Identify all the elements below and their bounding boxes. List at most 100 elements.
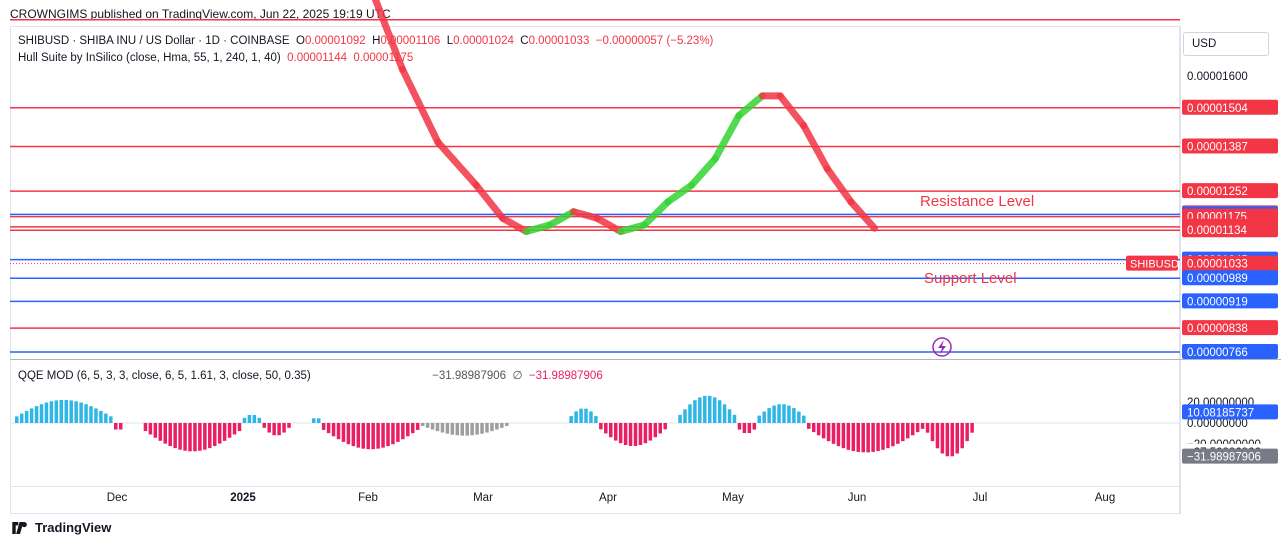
lightning-bolt-icon [938,340,946,354]
qqe-bar-14-2 [935,423,940,449]
qqe-bar-0-17 [99,410,103,423]
qqe-badge-label-2: −31.98987906 [1187,452,1261,464]
hull-segment-12 [688,155,719,189]
qqe-bar-14-5 [950,423,955,457]
qqe-bar-2-6 [173,423,177,449]
hull-value-2: 0.00001175 [353,52,414,64]
time-label-0: Dec [107,492,128,504]
currency-selector[interactable]: USD [1183,32,1269,56]
time-label-8: Aug [1095,492,1115,504]
open-value: 0.00001092 [304,35,366,47]
change-value: −0.00000057 (−5.23%) [595,35,714,47]
qqe-bar-10-10 [727,409,732,423]
price-badge-10 [1182,270,1278,286]
qqe-bar-2-19 [237,423,242,432]
qqe-bar-6-13 [386,423,390,447]
qqe-bar-1-1 [118,423,123,430]
qqe-bar-9-2 [609,423,613,438]
qqe-bar-5-1 [316,418,321,423]
qqe-bar-13-21 [910,423,915,436]
hull-segment-7 [570,208,601,222]
qqe-bar-13-2 [816,423,821,436]
pane-separator[interactable] [10,359,1281,360]
qqe-badge-2 [1182,448,1278,464]
hull-title: Hull Suite by InSilico (close, Hma, 55, … [18,52,281,64]
hull-segment-6 [546,208,578,229]
qqe-bar-0-5 [39,404,44,423]
tradingview-logo: TradingView [10,520,111,535]
qqe-bar-11-2 [747,423,752,434]
qqe-bar-13-22 [915,423,920,433]
qqe-bar-2-1 [148,423,153,435]
support-annotation: Support Level [924,270,1017,287]
qqe-bar-2-18 [232,423,237,435]
lightning-icon [932,337,952,357]
qqe-bar-11-3 [752,423,757,430]
qqe-bar-2-15 [217,423,222,444]
qqe-bar-4-2 [272,423,276,436]
qqe-bar-1-0 [114,423,118,430]
qqe-bar-6-5 [346,423,351,445]
qqe-bar-7-4 [440,423,445,433]
publish-header: CROWNGIMS published on TradingView.com, … [10,7,391,21]
qqe-bar-11-1 [742,423,747,434]
qqe-bar-8-0 [569,416,573,423]
price-badge-7 [1182,222,1278,238]
chart-area[interactable] [10,26,1180,514]
qqe-bar-12-6 [787,405,791,423]
qqe-bar-7-11 [475,423,479,435]
time-axis[interactable] [10,486,1180,514]
qqe-bar-6-11 [376,423,380,449]
price-badge-13 [1182,344,1278,359]
qqe-bar-10-11 [732,414,737,423]
qqe-bar-0-10 [64,399,68,423]
qqe-bar-2-14 [213,423,217,447]
qqe-bar-0-15 [89,406,93,423]
qqe-bar-0-8 [54,400,59,423]
qqe-bar-9-5 [623,423,628,446]
qqe-bar-13-3 [821,423,826,439]
qqe-bar-0-11 [69,400,73,423]
qqe-bar-8-3 [584,408,588,423]
qqe-bar-10-1 [683,409,687,423]
price-scale[interactable] [1180,26,1281,514]
symbol-tag [1126,255,1178,271]
qqe-bar-13-1 [811,423,816,433]
qqe-bar-2-4 [163,423,167,444]
symbol-tag-label: SHIBUSD [1130,259,1179,271]
qqe-bar-12-4 [777,404,781,423]
qqe-bar-4-5 [287,423,291,428]
price-badge-label-11: 0.00000919 [1187,296,1248,308]
qqe-bar-12-7 [792,408,796,423]
qqe-bar-12-8 [797,411,801,423]
qqe-bar-8-5 [594,416,598,423]
qqe-bar-14-9 [970,423,974,433]
qqe-bar-6-3 [336,423,341,440]
qqe-title: QQE MOD (6, 5, 3, 3, close, 6, 5, 1.61, … [18,370,311,382]
price-badge-label-7: 0.00001134 [1187,225,1248,237]
qqe-bar-0-7 [49,401,54,423]
qqe-bar-0-16 [94,408,98,423]
qqe-bar-7-13 [485,423,489,433]
qqe-bar-12-1 [762,411,766,423]
qqe-bar-14-1 [930,423,935,442]
qqe-bar-7-9 [465,423,469,436]
qqe-bar-6-18 [411,423,415,434]
resistance-annotation: Resistance Level [920,193,1034,210]
hull-segment-5 [522,221,554,236]
hull-segment-17 [800,122,831,173]
hull-segment-10 [640,198,672,229]
qqe-bar-6-4 [341,423,346,442]
hull-segment-0 [371,0,406,73]
qqe-bar-4-3 [277,423,281,436]
price-badge-label-1: 0.00001387 [1187,141,1248,153]
qqe-bar-2-7 [178,423,182,450]
qqe-bar-12-0 [757,415,761,423]
qqe-bar-10-2 [688,404,692,423]
qqe-bar-13-16 [886,423,890,449]
qqe-bar-13-6 [836,423,841,447]
qqe-bar-6-0 [321,423,326,430]
qqe-bar-6-7 [356,423,361,448]
time-label-1: 2025 [230,492,256,504]
qqe-bar-13-7 [841,423,846,449]
